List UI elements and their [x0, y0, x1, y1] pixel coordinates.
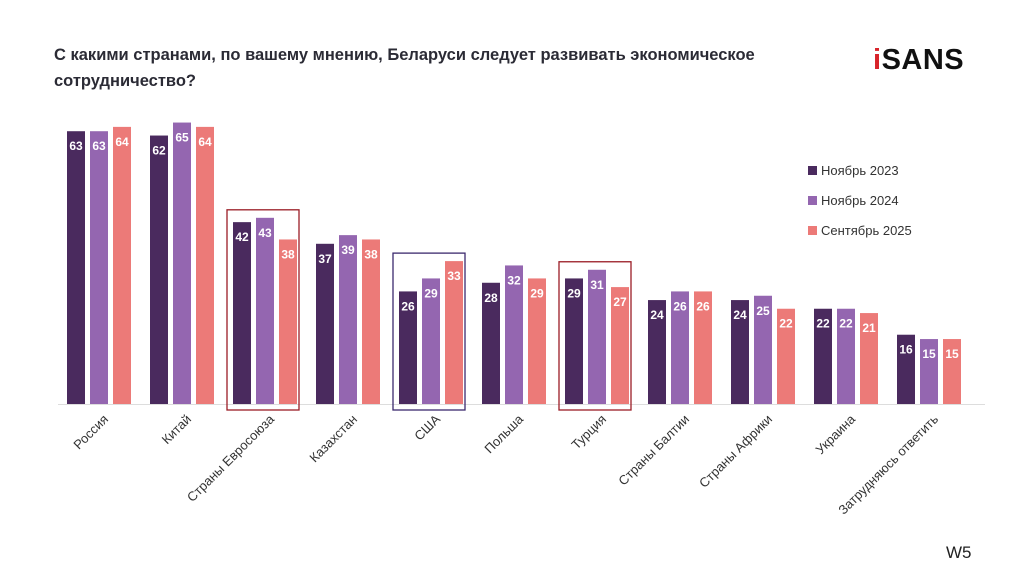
- data-label: 24: [650, 308, 664, 322]
- bar: [256, 217, 274, 404]
- bar: [362, 239, 380, 404]
- bar: [588, 269, 606, 404]
- data-label: 33: [447, 269, 461, 283]
- bar: [399, 291, 417, 404]
- data-label: 26: [673, 299, 687, 313]
- highlight-box: [558, 261, 632, 411]
- data-label: 62: [152, 144, 166, 158]
- legend-swatch: [808, 195, 817, 205]
- data-label: 42: [235, 230, 249, 244]
- bar: [611, 287, 629, 404]
- bar: [648, 300, 666, 404]
- data-label: 29: [530, 286, 544, 300]
- category-label: Страны Евросоюза: [184, 411, 278, 505]
- chart-title: С какими странами, по вашему мнению, Бел…: [54, 46, 755, 90]
- bar: [422, 278, 440, 404]
- category-label: Страны Африки: [696, 412, 775, 491]
- data-label: 26: [696, 299, 710, 313]
- isans-logo: iSANS: [873, 44, 965, 76]
- bar: [694, 291, 712, 404]
- bar: [482, 282, 500, 404]
- data-label: 28: [484, 291, 498, 305]
- data-label: 39: [341, 243, 355, 257]
- bar: [837, 308, 855, 404]
- data-label: 31: [590, 278, 604, 292]
- category-label: Турция: [568, 412, 609, 453]
- data-label: 24: [733, 308, 747, 322]
- bar: [528, 278, 546, 404]
- bar: [279, 239, 297, 404]
- data-label: 29: [424, 286, 438, 300]
- bar: [505, 265, 523, 404]
- bar: [90, 131, 108, 404]
- data-label: 16: [899, 343, 913, 357]
- bar: [754, 295, 772, 404]
- bar: [671, 291, 689, 404]
- legend-item: Сентябрь 2025: [808, 215, 912, 245]
- bar: [860, 313, 878, 404]
- bar: [67, 131, 85, 404]
- data-label: 64: [198, 135, 212, 149]
- data-label: 22: [839, 317, 853, 331]
- page-code: W5: [946, 543, 972, 562]
- data-label: 32: [507, 273, 521, 287]
- bar: [233, 222, 251, 404]
- data-label: 15: [945, 347, 959, 361]
- bar: [814, 308, 832, 404]
- data-label: 65: [175, 131, 189, 145]
- bar: [731, 300, 749, 404]
- data-label: 38: [281, 247, 295, 261]
- legend-item: Ноябрь 2024: [808, 185, 912, 215]
- bar: [445, 261, 463, 404]
- highlight-box: [392, 252, 466, 411]
- bar: [113, 126, 131, 404]
- category-label: США: [411, 411, 443, 443]
- category-label: Украина: [813, 411, 859, 457]
- data-label: 43: [258, 226, 272, 240]
- legend: Ноябрь 2023 Ноябрь 2024 Сентябрь 2025: [808, 155, 912, 245]
- bar: [150, 135, 168, 405]
- data-label: 64: [115, 135, 129, 149]
- category-label: Страны Балтии: [615, 412, 692, 489]
- data-label: 27: [613, 295, 627, 309]
- category-label: Китай: [159, 412, 194, 447]
- legend-item: Ноябрь 2023: [808, 155, 912, 185]
- bar: [316, 243, 334, 404]
- data-label: 21: [862, 321, 876, 335]
- data-label: 63: [92, 139, 106, 153]
- bar: [897, 334, 915, 404]
- legend-swatch: [808, 225, 817, 235]
- bar: [943, 339, 961, 404]
- data-label: 38: [364, 247, 378, 261]
- data-label: 26: [401, 299, 415, 313]
- data-label: 22: [779, 317, 793, 331]
- data-label: 22: [816, 317, 830, 331]
- bar: [173, 122, 191, 405]
- highlight-box: [226, 209, 300, 411]
- bar: [339, 235, 357, 404]
- category-label: Польша: [481, 411, 526, 456]
- legend-swatch: [808, 165, 817, 175]
- data-label: 63: [69, 139, 83, 153]
- data-label: 15: [922, 347, 936, 361]
- category-label: Казахстан: [306, 412, 360, 466]
- bar: [196, 126, 214, 404]
- bar: [777, 308, 795, 404]
- bar: [565, 278, 583, 404]
- category-label: Россия: [70, 412, 111, 453]
- data-label: 25: [756, 304, 770, 318]
- data-label: 37: [318, 252, 332, 266]
- bar: [920, 339, 938, 404]
- data-label: 29: [567, 286, 581, 300]
